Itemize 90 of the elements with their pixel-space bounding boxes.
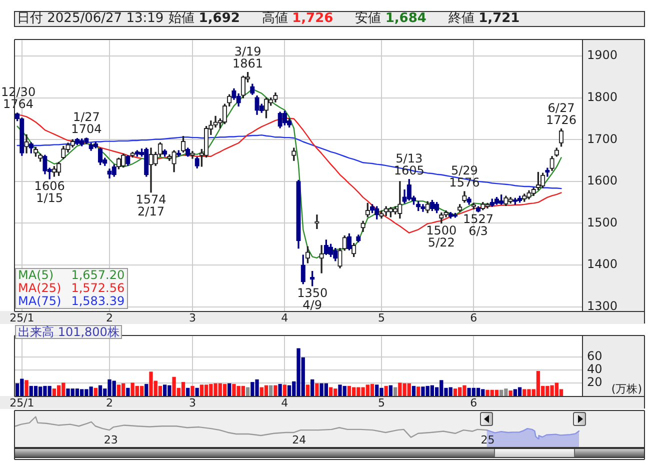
y-tick-label: 1800 bbox=[587, 90, 618, 104]
bar bbox=[34, 386, 38, 396]
x-tick-label: 3 bbox=[188, 311, 196, 324]
bar bbox=[195, 388, 199, 396]
y-tick-label: 60 bbox=[587, 349, 602, 364]
bar bbox=[228, 383, 232, 396]
annotation: 1350 4/9 bbox=[297, 286, 328, 312]
x-tick-label: 2 bbox=[106, 396, 113, 410]
y-tick-label: 1700 bbox=[587, 132, 618, 146]
x-tick-label: 5 bbox=[378, 396, 385, 410]
text: 高値 1,726 bbox=[262, 11, 334, 26]
x-tick-label: 25/1 bbox=[10, 396, 34, 410]
y-tick-label: 20 bbox=[587, 375, 602, 390]
annotation: 3/19 1861 bbox=[232, 44, 264, 71]
y-tick-label: 1600 bbox=[587, 174, 618, 188]
bar bbox=[328, 387, 333, 396]
x-tick-label: 3 bbox=[188, 396, 196, 410]
bar bbox=[274, 385, 278, 396]
bar bbox=[15, 383, 20, 396]
bar bbox=[278, 384, 282, 396]
bar bbox=[181, 382, 186, 396]
bar bbox=[453, 388, 458, 396]
bar bbox=[494, 390, 499, 396]
text: 始値 1,692 bbox=[168, 11, 240, 26]
x-tick-label: 4 bbox=[281, 311, 288, 324]
chart-title: 日付 2025/06/27 13:19 bbox=[17, 11, 164, 26]
bar bbox=[204, 384, 208, 396]
text: MA(5) 1,657.20 bbox=[18, 268, 125, 282]
text: 安値 1,684 bbox=[355, 11, 426, 26]
y-tick-label: 1900 bbox=[587, 48, 618, 62]
x-tick-label: 5 bbox=[378, 311, 385, 324]
bar bbox=[393, 387, 398, 396]
y-tick-label: 1500 bbox=[587, 215, 618, 230]
bar bbox=[508, 390, 512, 396]
bar bbox=[116, 384, 121, 396]
bar bbox=[246, 387, 250, 396]
bar bbox=[52, 388, 56, 396]
x-tick-label: 25/1 bbox=[10, 311, 34, 324]
bar bbox=[269, 385, 273, 396]
x-tick-label: 6 bbox=[470, 396, 478, 410]
y-axis-title: (万株) bbox=[611, 382, 642, 396]
bar bbox=[98, 385, 102, 396]
bar bbox=[384, 386, 388, 396]
bar bbox=[315, 383, 319, 396]
bar bbox=[347, 386, 352, 396]
bar bbox=[222, 384, 227, 396]
bar bbox=[264, 385, 268, 396]
bar bbox=[24, 380, 28, 396]
bar bbox=[388, 385, 393, 396]
bar bbox=[536, 370, 540, 396]
bar bbox=[94, 388, 98, 396]
bar bbox=[370, 384, 374, 396]
bar bbox=[306, 384, 310, 396]
annotation: 1500 5/22 bbox=[426, 223, 457, 250]
candlestick bbox=[319, 245, 324, 274]
text: 終値 1,721 bbox=[448, 11, 520, 26]
bar bbox=[200, 384, 204, 396]
y-tick-label: 40 bbox=[587, 362, 602, 376]
bar bbox=[140, 386, 144, 396]
annotation: 1574 2/17 bbox=[136, 192, 166, 218]
bar bbox=[186, 388, 190, 396]
x-tick-label: 4 bbox=[281, 396, 288, 410]
y-tick-label: 1400 bbox=[587, 257, 618, 272]
bar bbox=[412, 386, 416, 396]
chart-title: 出来高 101,800株 bbox=[15, 325, 122, 339]
annotation: 6/27 1726 bbox=[546, 100, 577, 127]
y-tick-label: 1300 bbox=[587, 298, 618, 313]
annotation: 1/27 1704 bbox=[71, 110, 102, 136]
bar bbox=[126, 388, 130, 396]
bar bbox=[310, 379, 314, 396]
bar bbox=[518, 387, 522, 396]
candlestick bbox=[148, 148, 154, 193]
x-tick-label: 24 bbox=[292, 433, 306, 446]
x-tick-label: 25 bbox=[480, 433, 495, 446]
bar bbox=[75, 388, 80, 396]
bar bbox=[144, 384, 148, 396]
bar bbox=[416, 386, 420, 396]
bar bbox=[476, 388, 480, 396]
annotation: 1527 6/3 bbox=[463, 212, 494, 238]
bar bbox=[56, 385, 61, 396]
annotation: 1606 1/15 bbox=[34, 179, 65, 206]
x-tick-label: 6 bbox=[470, 311, 478, 324]
text: MA(75) 1,583.39 bbox=[18, 294, 125, 308]
x-tick-label: 23 bbox=[104, 433, 118, 446]
annotation: 5/29 1576 bbox=[449, 164, 480, 190]
bar bbox=[287, 385, 292, 396]
bar bbox=[282, 384, 286, 396]
x-tick-label: 2 bbox=[106, 311, 113, 324]
text: MA(25) 1,572.56 bbox=[18, 281, 125, 295]
bar bbox=[190, 386, 194, 396]
